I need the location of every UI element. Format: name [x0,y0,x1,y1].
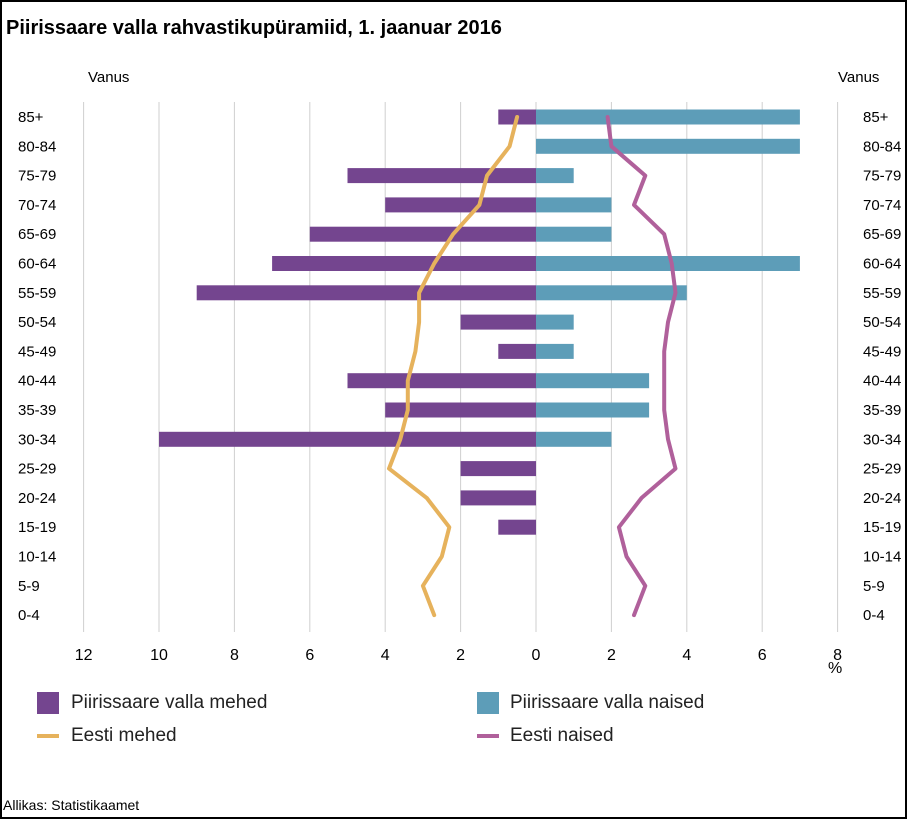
bar-men-local [460,314,536,330]
legend-line-men-estonia [37,734,59,738]
bar-men-local [347,373,536,389]
chart-title: Piirissaare valla rahvastikupüramiid, 1.… [6,17,502,39]
category-label-right: 50-54 [863,314,901,331]
legend-label-men-estonia: Eesti mehed [71,725,177,746]
source-note: Allikas: Statistikaamet [3,797,140,813]
x-tick-label: 8 [833,647,842,664]
x-tick-label: 12 [75,647,93,664]
category-label-left: 80-84 [18,138,56,155]
bar-men-local [385,197,536,213]
category-label-left: 15-19 [18,519,56,536]
x-tick-label: 6 [305,647,314,664]
category-label-right: 35-39 [863,402,901,419]
bar-men-local [498,519,536,535]
bar-women-local [536,314,574,330]
bar-men-local [309,226,536,242]
legend-label-men-local: Piirissaare valla mehed [71,692,268,713]
bar-women-local [536,197,612,213]
bar-women-local [536,343,574,359]
x-tick-label: 0 [532,647,541,664]
legend-swatch-men-local [37,692,59,714]
category-label-right: 45-49 [863,343,901,360]
x-axis-label: % [828,660,842,677]
category-label-right: 80-84 [863,138,901,155]
bar-men-local [196,285,536,301]
bar-men-local [460,490,536,506]
category-label-left: 60-64 [18,256,56,273]
category-label-right: 20-24 [863,490,901,507]
bar-men-local [272,256,536,271]
category-label-right: 55-59 [863,285,901,302]
x-tick-label: 4 [682,647,691,664]
bar-women-local [536,226,612,242]
bar-women-local [536,431,612,447]
legend-line-women-estonia [477,734,499,738]
bar-women-local [536,285,687,301]
category-label-left: 40-44 [18,373,56,390]
x-tick-label: 2 [607,647,616,664]
bar-women-local [536,109,800,125]
x-tick-label: 2 [456,647,465,664]
x-tick-label: 8 [230,647,239,664]
category-label-right: 30-34 [863,431,901,448]
bar-men-local [460,461,536,477]
x-tick-label: 10 [150,647,168,664]
bar-women-local [536,168,574,184]
category-label-left: 20-24 [18,490,56,507]
category-label-left: 10-14 [18,549,56,566]
y-axis-label-left: Vanus [88,69,129,86]
bar-women-local [536,402,650,418]
category-label-right: 5-9 [863,578,885,595]
category-label-right: 40-44 [863,373,901,390]
category-label-left: 30-34 [18,431,56,448]
category-label-right: 0-4 [863,607,885,624]
legend-label-women-local: Piirissaare valla naised [510,692,705,713]
legend-label-women-estonia: Eesti naised [510,725,614,746]
bar-men-local [159,431,536,447]
bar-women-local [536,256,800,271]
category-label-left: 55-59 [18,285,56,302]
category-label-left: 25-29 [18,461,56,478]
bar-men-local [385,402,536,418]
category-label-left: 65-69 [18,226,56,243]
category-label-left: 75-79 [18,168,56,185]
category-label-right: 65-69 [863,226,901,243]
category-label-right: 25-29 [863,461,901,478]
category-label-right: 70-74 [863,197,901,214]
category-label-left: 85+ [18,109,44,126]
legend-swatch-women-local [477,692,499,714]
category-label-left: 35-39 [18,402,56,419]
bar-men-local [498,343,536,359]
category-label-right: 10-14 [863,549,901,566]
category-label-left: 45-49 [18,343,56,360]
line-women-estonia [605,115,678,618]
category-label-left: 0-4 [18,607,40,624]
x-tick-label: 4 [381,647,390,664]
category-label-right: 75-79 [863,168,901,185]
bar-men-local [347,168,536,184]
category-label-right: 15-19 [863,519,901,536]
x-tick-label: 6 [758,647,767,664]
line-men-estonia [387,115,520,618]
bar-women-local [536,373,650,389]
category-label-right: 60-64 [863,256,901,273]
y-axis-label-right: Vanus [838,69,879,86]
category-label-left: 50-54 [18,314,56,331]
bar-women-local [536,138,800,154]
category-label-left: 70-74 [18,197,56,214]
category-label-left: 5-9 [18,578,40,595]
category-label-right: 85+ [863,109,889,126]
